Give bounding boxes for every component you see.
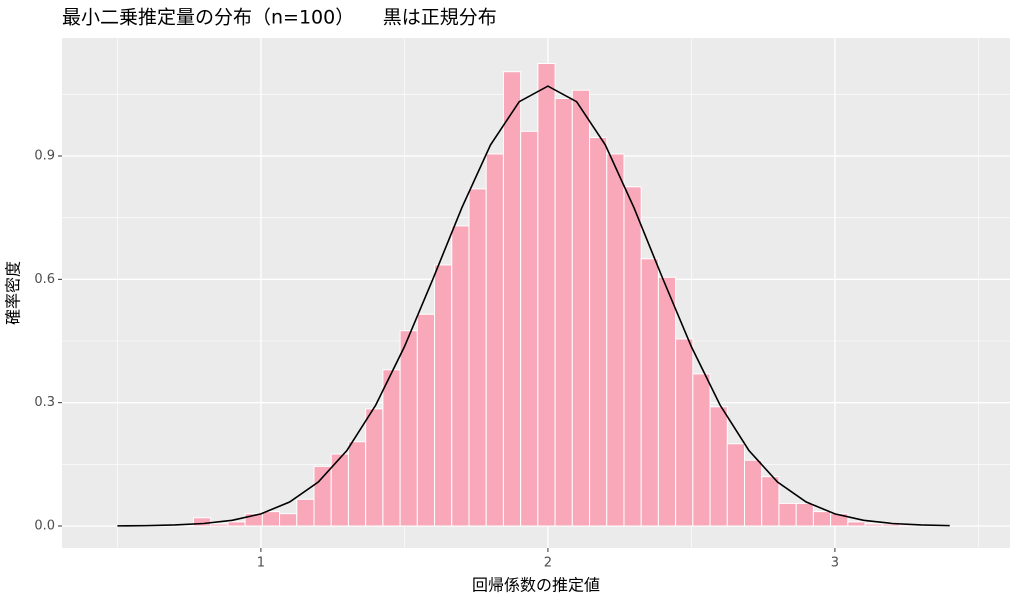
y-tick-label: 0.3 <box>34 395 55 410</box>
bar <box>554 97 573 527</box>
bar <box>451 225 470 527</box>
bar <box>382 369 401 527</box>
bar <box>434 264 453 527</box>
bar <box>210 523 229 527</box>
bar <box>830 513 849 527</box>
bar <box>795 502 814 527</box>
bar <box>520 130 539 527</box>
bar <box>812 511 832 527</box>
bar <box>657 276 677 527</box>
x-tick-label: 3 <box>831 556 839 571</box>
bar <box>468 188 487 527</box>
bar <box>227 521 246 527</box>
bar <box>296 498 315 527</box>
bar <box>313 465 332 527</box>
bar <box>778 502 797 527</box>
bar <box>416 313 436 527</box>
bar <box>640 258 659 527</box>
bar <box>709 406 728 527</box>
bar <box>571 89 591 527</box>
bar <box>399 330 418 527</box>
density-curve <box>117 85 950 527</box>
bar <box>502 71 522 527</box>
bar <box>589 136 608 527</box>
bar <box>864 523 883 527</box>
bar <box>365 408 384 527</box>
bar <box>606 153 625 527</box>
x-tick-label: 2 <box>544 556 552 571</box>
marks <box>117 62 950 527</box>
bar <box>279 513 298 527</box>
bar <box>261 511 281 527</box>
bar <box>761 476 780 527</box>
y-tick-label: 0.0 <box>34 519 55 534</box>
x-tick-label: 1 <box>257 556 265 571</box>
chart-title: 最小二乗推定量の分布（n=100） 黒は正規分布 <box>62 7 497 29</box>
bar <box>485 153 504 527</box>
y-tick-label: 0.9 <box>34 148 55 163</box>
x-axis-label: 回帰係数の推定値 <box>472 576 600 595</box>
bar <box>192 517 212 527</box>
bar <box>675 338 694 527</box>
bar <box>847 521 866 527</box>
y-tick-label: 0.6 <box>34 272 55 287</box>
y-axis-label: 確率密度 <box>4 261 23 325</box>
bar <box>347 441 367 527</box>
bar <box>692 373 711 527</box>
bar <box>537 62 556 527</box>
bar <box>744 459 763 527</box>
bar <box>726 443 746 527</box>
bar <box>623 186 642 527</box>
